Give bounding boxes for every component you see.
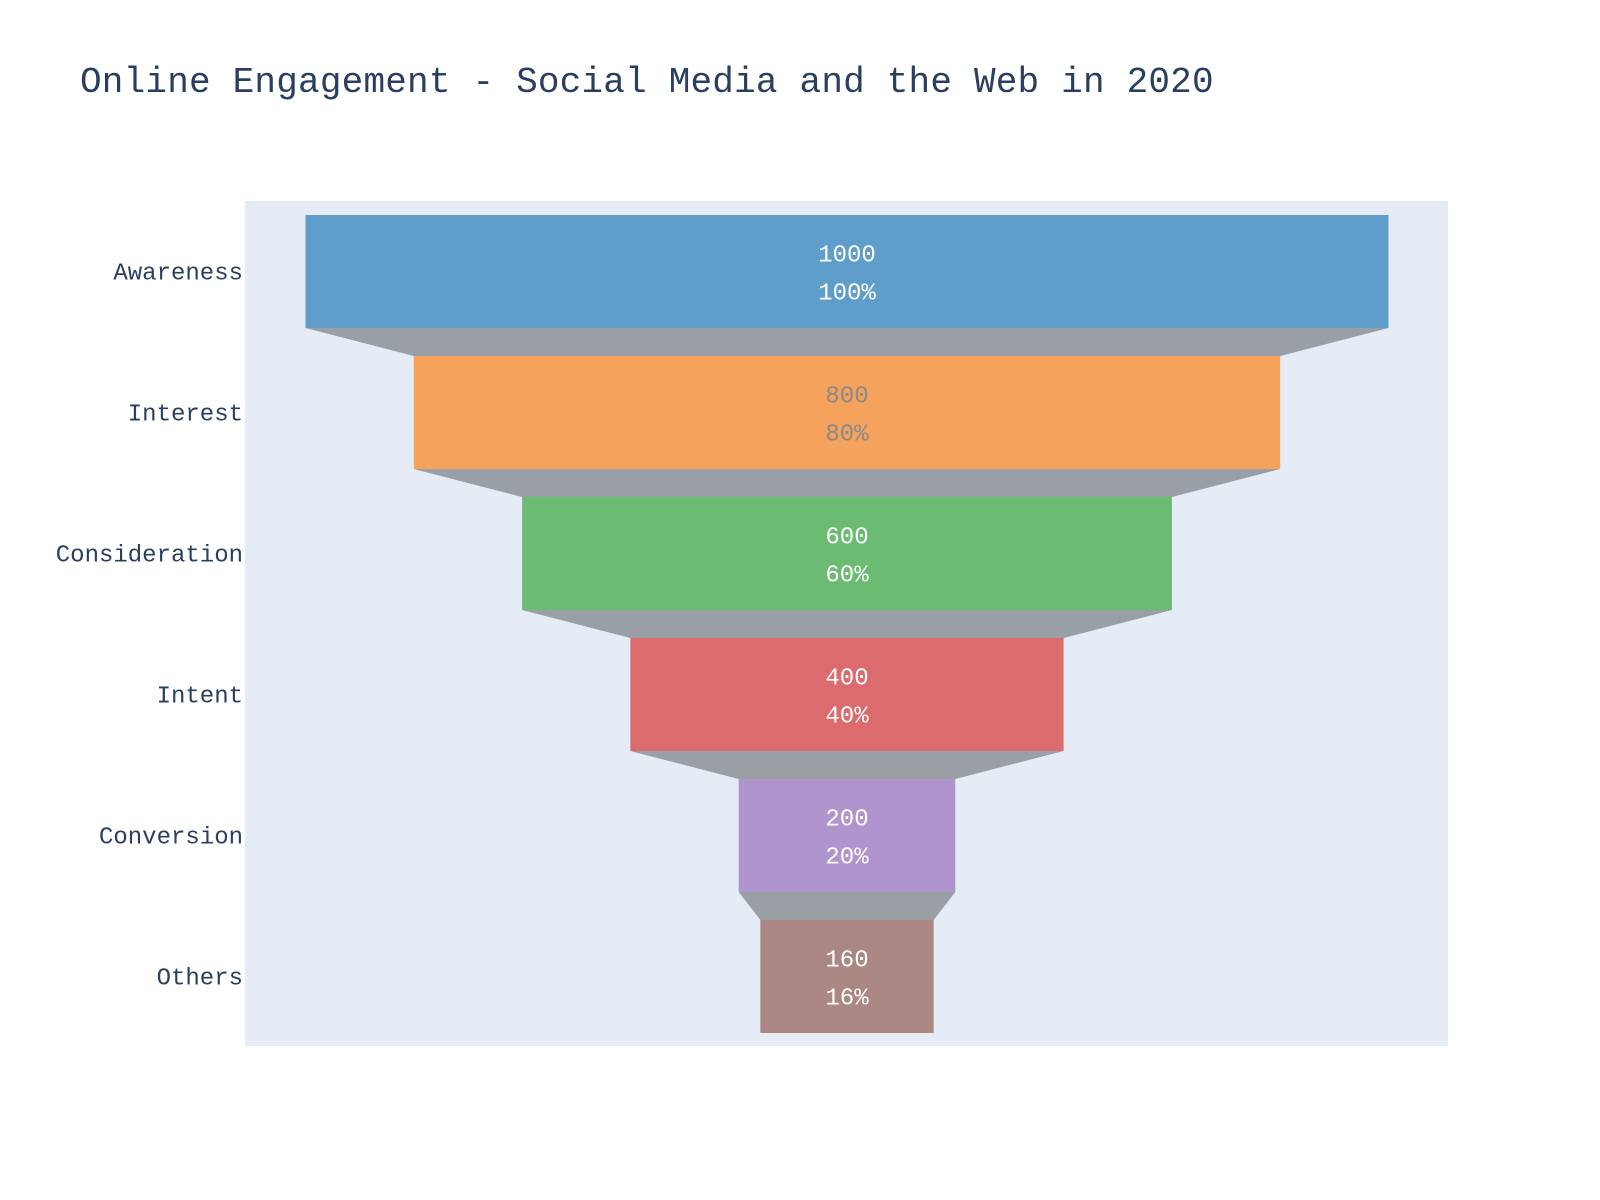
bar-percent-label: 20% <box>825 845 869 872</box>
funnel-bar-awareness <box>305 215 1389 328</box>
bar-value-label: 200 <box>825 807 868 834</box>
bar-percent-label: 100% <box>818 281 876 308</box>
chart-title: Online Engagement - Social Media and the… <box>80 62 1214 103</box>
funnel-connector <box>738 892 956 920</box>
stage-label-interest: Interest <box>128 402 243 429</box>
funnel-bars <box>305 215 1389 1033</box>
bar-value-label: 800 <box>825 384 868 411</box>
stage-label-others: Others <box>157 966 243 993</box>
bar-percent-label: 60% <box>825 563 869 590</box>
funnel-connector <box>522 610 1172 638</box>
funnel-bar-intent <box>630 638 1064 751</box>
stage-label-consideration: Consideration <box>56 543 243 570</box>
stage-label-intent: Intent <box>157 684 243 711</box>
bar-value-label: 600 <box>825 525 868 552</box>
stage-label-awareness: Awareness <box>113 261 243 288</box>
bar-percent-label: 80% <box>825 422 869 449</box>
bar-percent-label: 40% <box>825 704 869 731</box>
funnel-connector <box>413 469 1281 497</box>
bar-percent-label: 16% <box>825 986 869 1013</box>
funnel-connector <box>305 328 1389 356</box>
stage-label-conversion: Conversion <box>99 825 243 852</box>
bar-value-label: 400 <box>825 666 868 693</box>
funnel-connector <box>630 751 1064 779</box>
bar-value-label: 1000 <box>818 243 876 270</box>
funnel-bar-others <box>760 920 934 1033</box>
funnel-connectors <box>305 328 1389 920</box>
funnel-bar-consideration <box>522 497 1172 610</box>
funnel-stage-labels: Awareness Interest Consideration Intent Conv… <box>56 261 243 993</box>
funnel-bar-conversion <box>738 779 956 892</box>
funnel-bar-interest <box>413 356 1281 469</box>
funnel-bar-labels: 1000 100% 800 80% 600 60% 400 40% 200 20% 160 16% <box>818 243 876 1013</box>
bar-value-label: 160 <box>825 948 868 975</box>
